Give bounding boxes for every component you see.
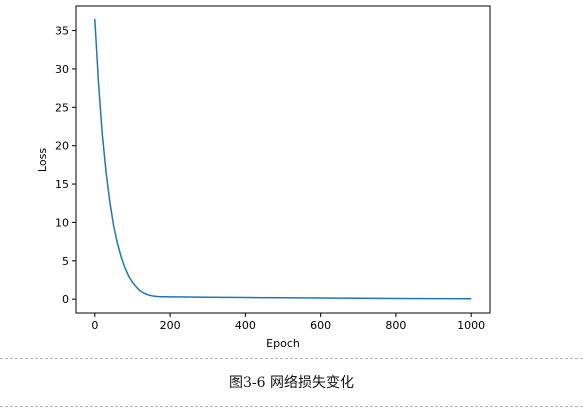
y-tick-label: 0 — [62, 293, 69, 306]
figure-caption: 图3-6 网络损失变化 — [229, 375, 354, 391]
plot-frame — [75, 5, 491, 314]
x-tick-label: 200 — [160, 319, 181, 332]
y-tick-label: 5 — [62, 255, 69, 268]
y-axis-label: Loss — [36, 148, 49, 172]
plot-area — [76, 6, 490, 313]
y-tick-label: 35 — [55, 25, 69, 38]
x-tick-label: 0 — [91, 319, 98, 332]
caption-top-rule — [0, 358, 583, 359]
x-axis-label: Epoch — [266, 337, 300, 350]
x-axis-ticks: 0 200 400 600 800 1000 — [91, 313, 485, 332]
y-tick-label: 10 — [55, 216, 69, 229]
y-tick-label: 25 — [55, 101, 69, 114]
loss-series-line — [94, 18, 472, 300]
y-tick-label: 30 — [55, 63, 69, 76]
y-tick-label: 20 — [55, 140, 69, 153]
chart-marks — [94, 18, 472, 300]
caption-bottom-rule — [0, 406, 583, 407]
y-axis-ticks: 0 5 10 15 20 25 30 35 — [55, 25, 76, 306]
x-tick-label: 600 — [310, 319, 331, 332]
x-tick-label: 1000 — [457, 319, 485, 332]
x-tick-label: 400 — [235, 319, 256, 332]
x-tick-label: 800 — [385, 319, 406, 332]
y-tick-label: 15 — [55, 178, 69, 191]
loss-chart: 0 200 400 600 800 1000 0 5 10 15 20 25 30 35 Epoch L… — [36, 5, 491, 350]
